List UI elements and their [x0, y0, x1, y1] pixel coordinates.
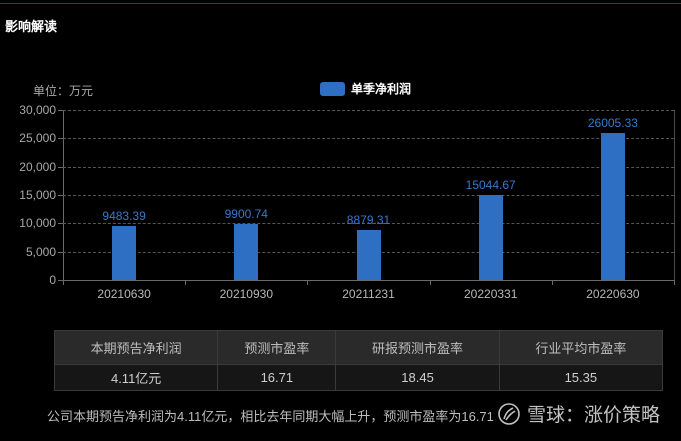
value-research-forecast-pe: 18.45 — [335, 364, 500, 391]
y-tick-label: 30,000 — [19, 103, 56, 117]
x-tick-mark — [185, 280, 187, 285]
bar-20211231[interactable] — [356, 229, 381, 280]
header-forecast-pe: 预测市盈率 — [217, 330, 337, 365]
y-tick-label: 0 — [49, 273, 56, 287]
top-divider — [0, 3, 681, 4]
bar-20210630[interactable] — [112, 226, 137, 280]
y-tick-label: 5,000 — [25, 244, 56, 259]
x-tick-label: 20210930 — [219, 287, 273, 301]
bar-value-label: 9900.74 — [224, 206, 268, 221]
x-tick-mark — [63, 280, 64, 285]
bar-value-label: 9483.39 — [102, 209, 146, 224]
x-tick-label: 20220331 — [463, 287, 518, 301]
gridline — [63, 110, 674, 111]
header-research-forecast-pe: 研报预测市盈率 — [335, 330, 500, 365]
summary-table: 本期预告净利润 预测市盈率 研报预测市盈率 行业平均市盈率 4.11亿元 16.… — [53, 330, 664, 391]
legend-swatch — [320, 81, 345, 96]
y-tick-label: 10,000 — [19, 216, 56, 231]
bar-chart: 单位：万元 单季净利润 0 5,000 10,000 15,000 20,000 25,0… — [19, 80, 675, 301]
unit-label: 单位：万元 — [33, 84, 94, 98]
bar-value-label: 15044.67 — [465, 177, 516, 192]
bar-value-label: 8879.31 — [346, 212, 391, 227]
bar-20210930[interactable] — [234, 223, 259, 280]
bar-value-label: 26005.33 — [587, 115, 638, 130]
x-tick-mark — [674, 280, 675, 285]
snowball-logo-icon — [498, 402, 520, 425]
gridline — [63, 138, 674, 140]
legend-label: 单季净利润 — [351, 82, 412, 96]
value-forecast-net-profit: 4.11亿元 — [53, 364, 219, 391]
gridline — [63, 166, 674, 168]
x-tick-label: 20210630 — [97, 287, 151, 301]
value-industry-avg-pe: 15.35 — [498, 364, 664, 391]
watermark: 雪球：涨价策略 — [497, 400, 660, 427]
value-forecast-pe: 16.71 — [217, 364, 337, 391]
section-title: 影响解读 — [5, 19, 58, 34]
y-tick-label: 20,000 — [19, 159, 56, 174]
x-tick-mark — [551, 280, 553, 285]
x-tick-label: 20220630 — [586, 287, 640, 301]
x-tick-label: 20211231 — [342, 287, 395, 301]
conclusion-text: 公司本期预告净利润为4.11亿元，相比去年同期大幅上升，预测市盈率为16.71 — [47, 409, 494, 424]
table-header-row: 本期预告净利润 预测市盈率 研报预测市盈率 行业平均市盈率 — [53, 330, 664, 365]
table-row: 4.11亿元 16.71 18.45 15.35 — [53, 364, 664, 391]
right-border — [674, 110, 675, 280]
x-axis — [58, 280, 674, 281]
gridline — [63, 195, 674, 196]
y-tick-mark — [58, 223, 63, 225]
y-tick-mark — [58, 280, 63, 281]
y-tick-mark — [58, 138, 63, 140]
bar-20220630[interactable] — [600, 132, 625, 280]
bar-20220331[interactable] — [478, 194, 503, 280]
y-tick-mark — [58, 195, 63, 196]
header-forecast-net-profit: 本期预告净利润 — [53, 330, 219, 365]
y-tick-mark — [58, 251, 63, 253]
y-tick-mark — [58, 110, 63, 111]
x-tick-mark — [307, 280, 309, 285]
header-industry-avg-pe: 行业平均市盈率 — [498, 330, 664, 365]
y-tick-mark — [58, 166, 63, 168]
y-tick-label: 15,000 — [19, 188, 56, 202]
gridline — [63, 223, 674, 225]
chart-legend[interactable]: 单季净利润 — [320, 80, 411, 97]
x-tick-mark — [429, 280, 431, 285]
watermark-text: 雪球：涨价策略 — [527, 405, 661, 426]
y-tick-label: 25,000 — [19, 131, 56, 146]
